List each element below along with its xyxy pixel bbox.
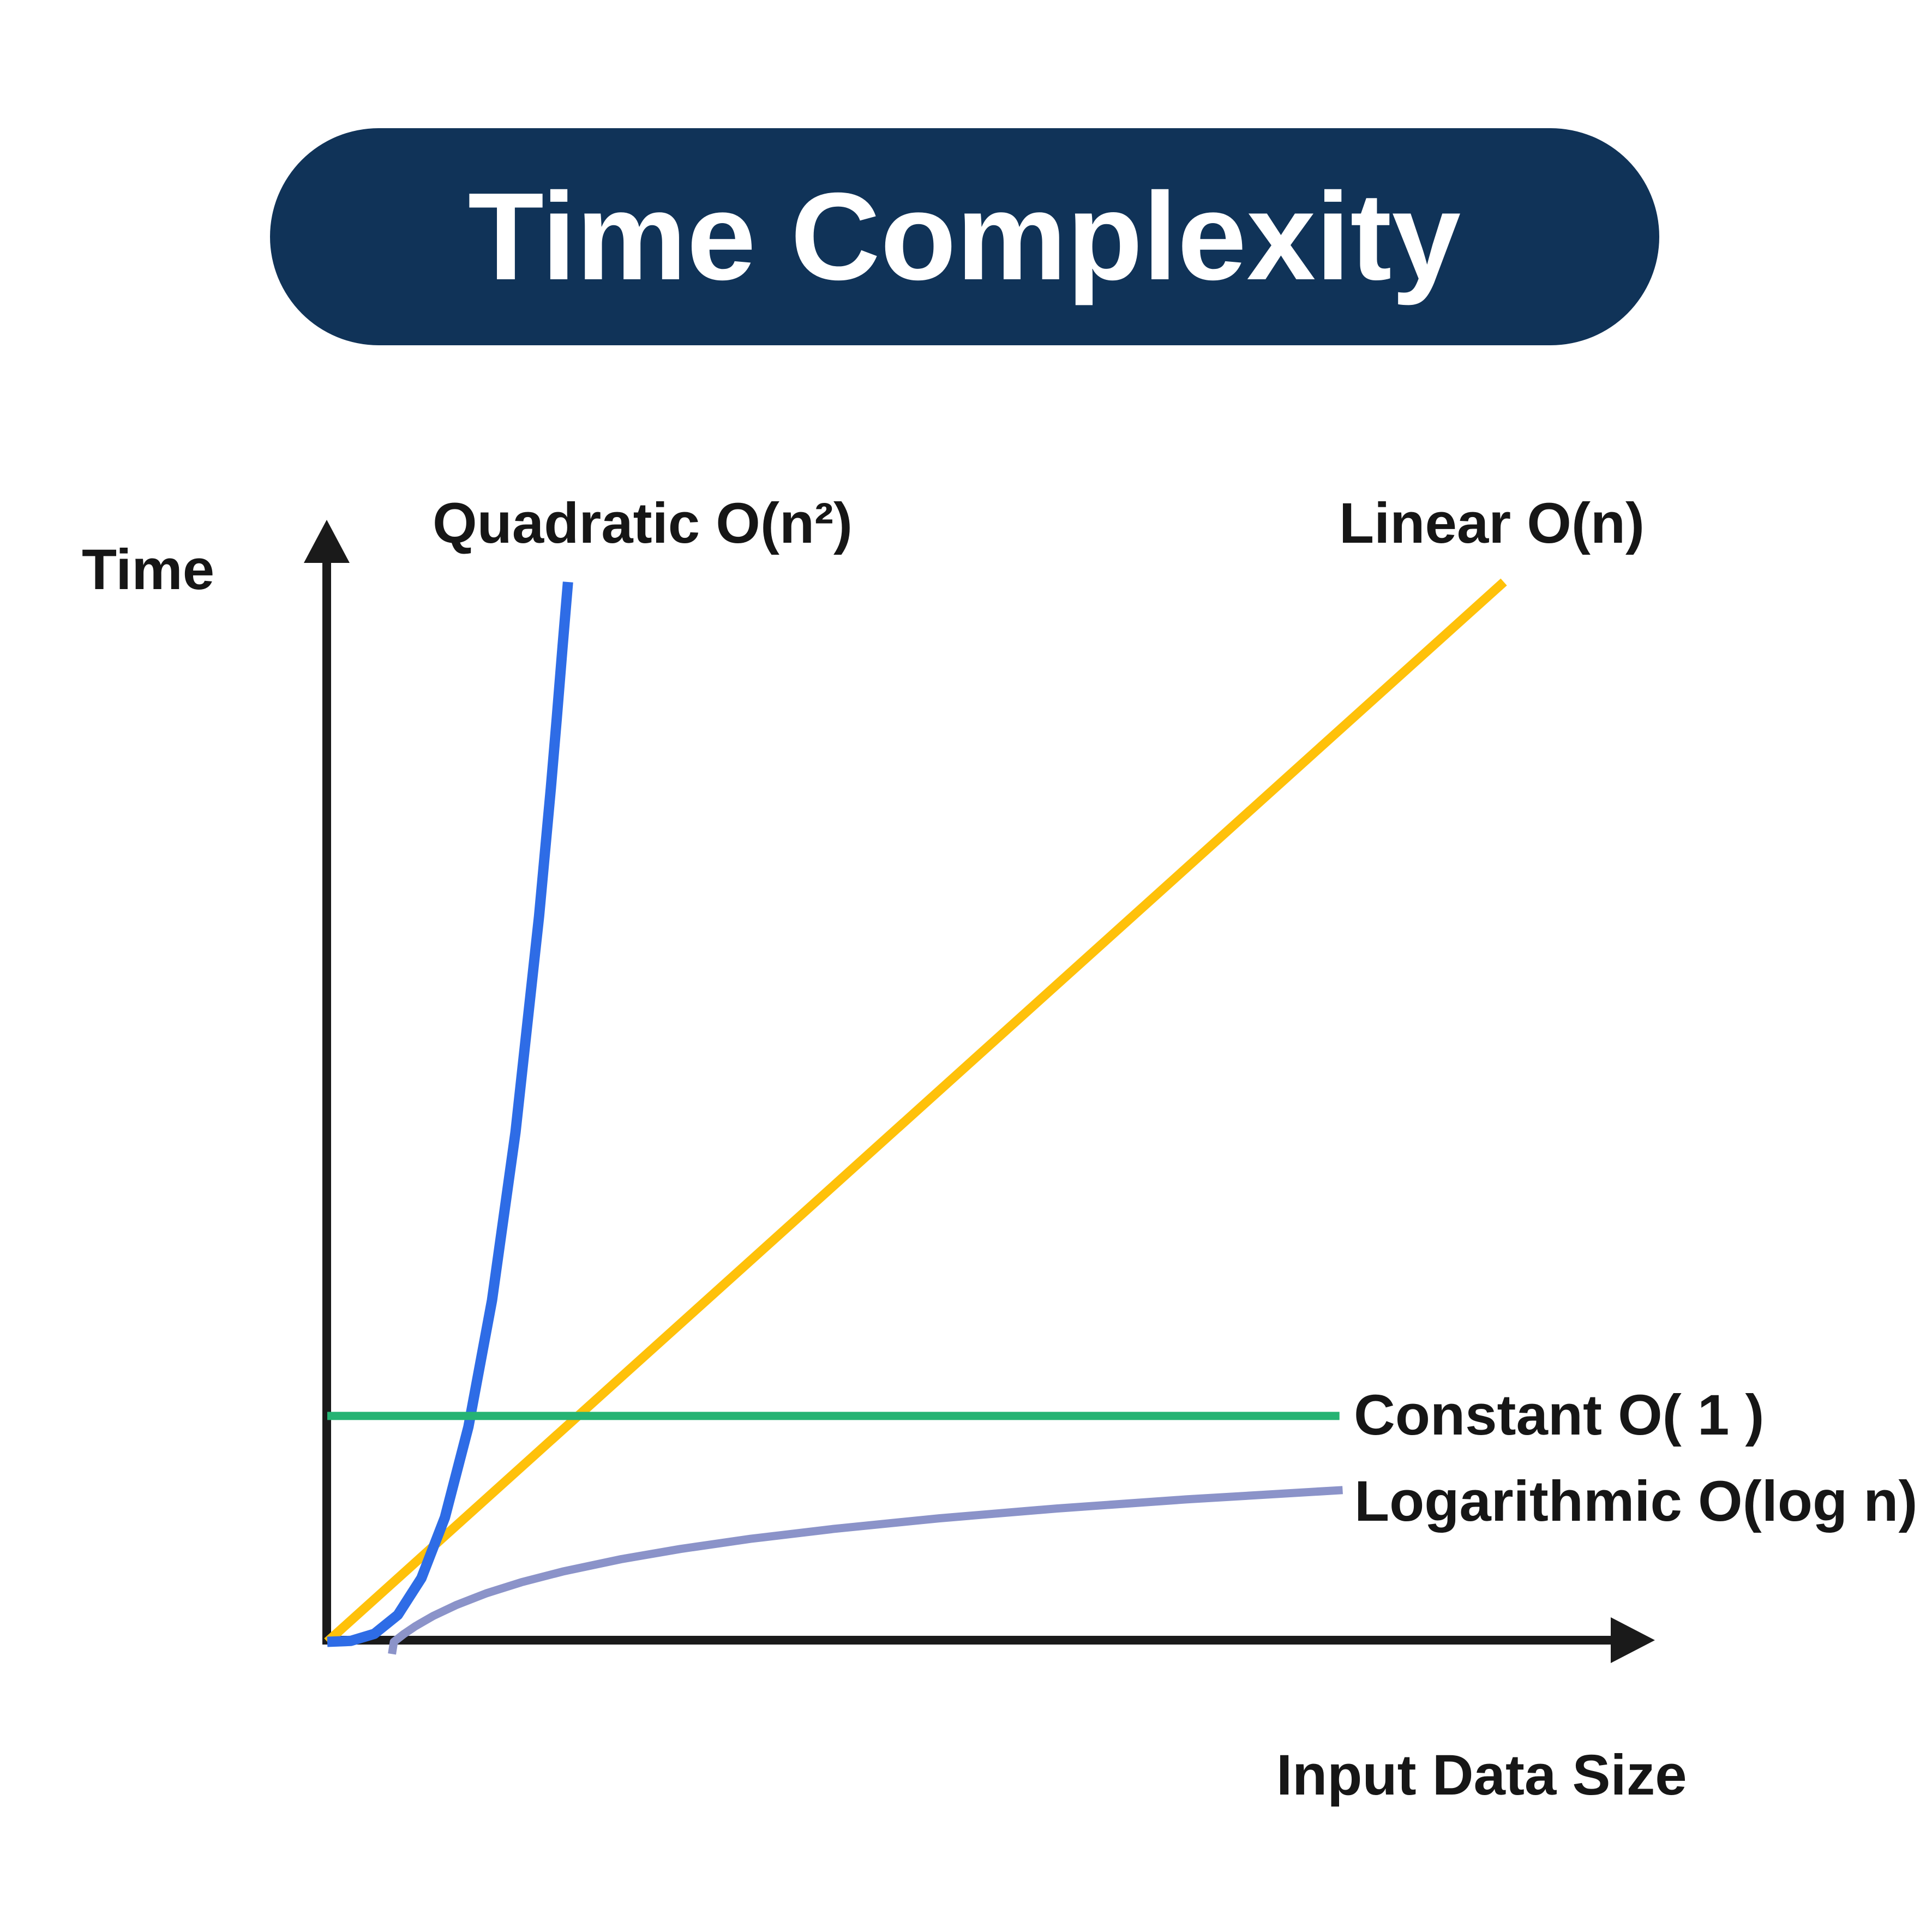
logarithmic-curve xyxy=(388,1486,1343,1655)
x-axis-arrowhead-icon xyxy=(1611,1617,1655,1663)
linear-curve xyxy=(324,578,1507,1646)
page-title: Time Complexity xyxy=(468,167,1461,306)
y-axis-arrowhead-icon xyxy=(304,520,350,563)
linear-label: Linear O(n) xyxy=(1339,491,1645,555)
constant-label: Constant O( 1 ) xyxy=(1354,1383,1764,1447)
logarithmic-label: Logarithmic O(log n) xyxy=(1354,1469,1917,1533)
quadratic-label: Quadratic O(n²) xyxy=(433,491,853,555)
y-axis-label: Time xyxy=(82,538,214,602)
x-axis-label: Input Data Size xyxy=(1276,1743,1687,1807)
quadratic-curve xyxy=(327,581,573,1647)
title-pill xyxy=(270,128,1659,345)
